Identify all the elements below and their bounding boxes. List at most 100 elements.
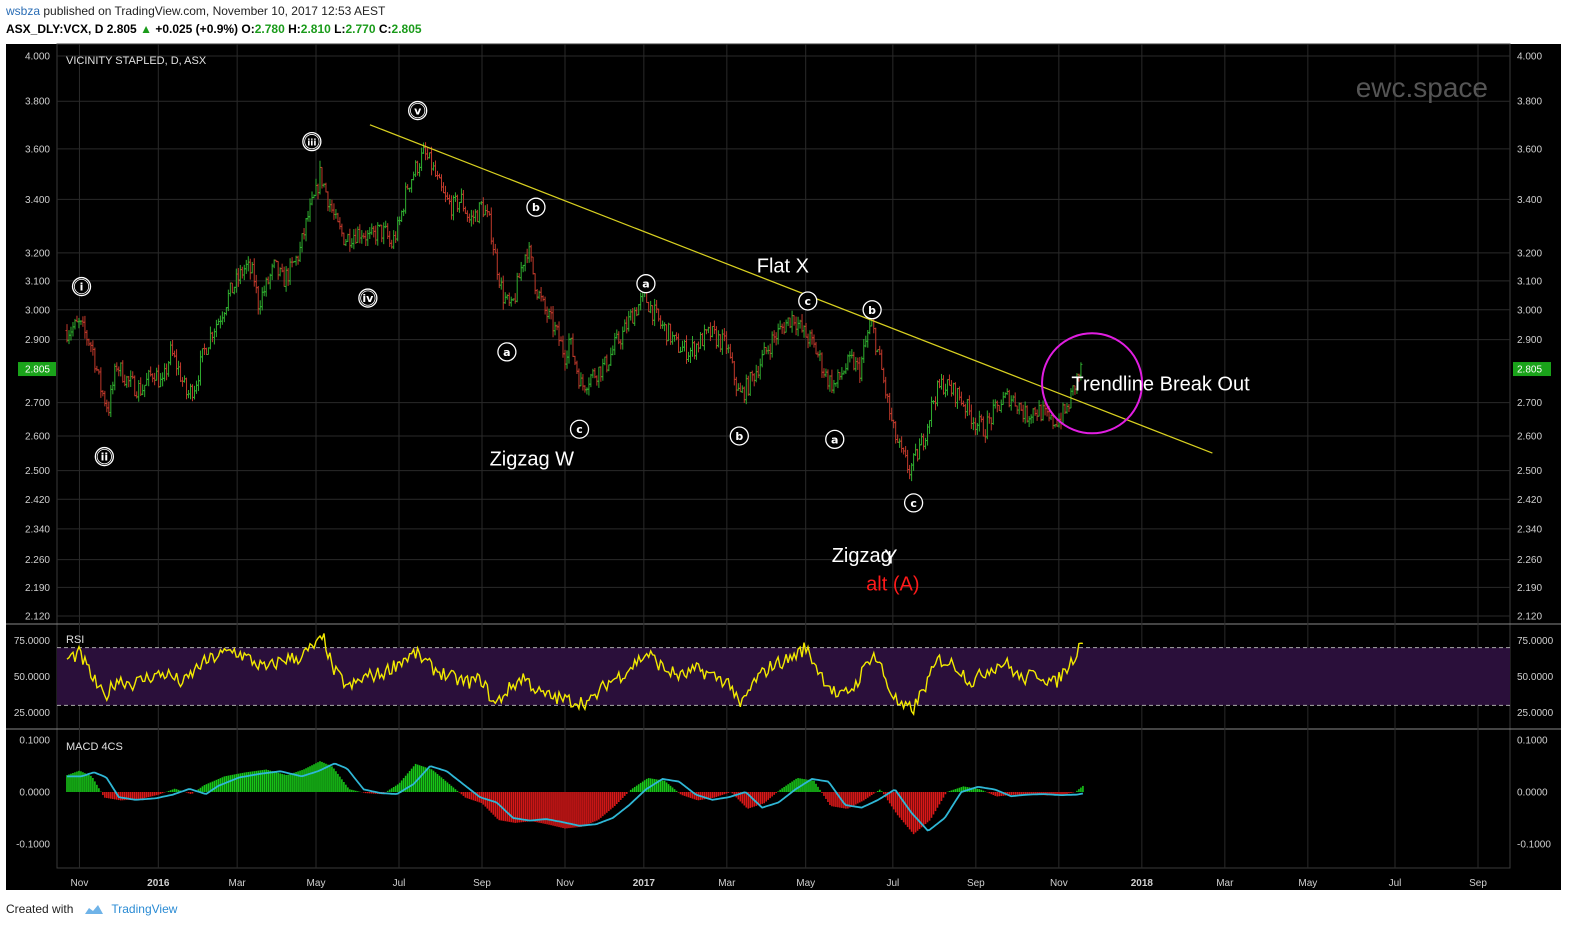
trendline — [369, 124, 1213, 454]
y-tick-label-left: 2.805 — [25, 365, 50, 376]
y-tick-label-left: 4.000 — [25, 52, 50, 63]
annotation-label: alt (A) — [866, 573, 919, 595]
y-tick-label-left: 2.420 — [25, 495, 50, 506]
wave-label-inner-circle — [410, 102, 426, 119]
wave-label: b — [532, 201, 540, 214]
wave-label: c — [805, 295, 812, 308]
macd-tick-label-right: 0.0000 — [1517, 788, 1548, 799]
y-tick-label-right: 2.120 — [1517, 612, 1542, 623]
wave-label: a — [642, 278, 649, 291]
wave-label-circle — [862, 300, 882, 320]
wave-label: c — [576, 423, 583, 436]
y-tick-label-right: 2.900 — [1517, 335, 1542, 346]
x-tick-label: 2018 — [1131, 878, 1154, 889]
wave-label-circle — [94, 446, 114, 467]
annotation-label: Y — [884, 546, 897, 568]
wave-label-circle — [729, 426, 749, 446]
y-tick-label-right: 2.420 — [1517, 495, 1542, 506]
y-tick-label-right: 3.000 — [1517, 305, 1542, 316]
annotation-label: Trendline Break Out — [1071, 373, 1250, 395]
macd-tick-label-left: -0.1000 — [16, 840, 50, 851]
wave-label: c — [910, 497, 917, 510]
change-up-icon: ▲ — [140, 22, 152, 36]
x-tick-label: Nov — [1050, 878, 1068, 889]
rsi-tick-label-left: 50.0000 — [14, 672, 51, 683]
rsi-tick-label-right: 75.0000 — [1517, 636, 1554, 647]
rsi-tick-label-right: 50.0000 — [1517, 672, 1554, 683]
wave-label-circle — [526, 197, 546, 217]
last-price-tag-left — [18, 362, 56, 377]
wave-label: b — [735, 430, 743, 443]
wave-label: a — [503, 346, 510, 359]
y-tick-label-left: 2.900 — [25, 335, 50, 346]
wave-label: i — [80, 281, 84, 294]
watermark: ewc.space — [1356, 72, 1488, 103]
wave-label-circle — [302, 131, 322, 152]
wave-label-inner-circle — [73, 278, 90, 295]
x-tick-label: Mar — [718, 878, 736, 889]
wave-label-inner-circle — [304, 134, 320, 150]
wave-label-inner-circle — [360, 290, 376, 306]
wave-label-circle — [408, 100, 428, 121]
y-tick-label-left: 2.260 — [25, 555, 50, 566]
x-tick-label: Sep — [473, 878, 491, 889]
author-link[interactable]: wsbza — [6, 4, 41, 18]
wave-label-circle — [636, 274, 656, 294]
macd-tick-label-right: -0.1000 — [1517, 840, 1551, 851]
wave-label-circle — [497, 342, 517, 362]
rsi-tick-label-right: 25.0000 — [1517, 708, 1554, 719]
y-tick-label-left: 3.800 — [25, 97, 50, 108]
low-label: L: — [334, 22, 346, 36]
y-tick-label-left: 3.400 — [25, 195, 50, 206]
y-tick-label-right: 3.400 — [1517, 195, 1542, 206]
wave-label: iii — [307, 139, 316, 149]
chart-title: VICINITY STAPLED, D, ASX — [66, 55, 207, 67]
wave-label-circle — [798, 291, 818, 311]
annotation-label: Zigzag W — [490, 448, 575, 470]
symbol-name: ASX_DLY:VCX, D — [6, 22, 104, 36]
publish-text: published on TradingView.com, November 1… — [43, 4, 386, 18]
x-tick-label: Jul — [886, 878, 899, 889]
y-tick-label-right: 2.500 — [1517, 466, 1542, 477]
open-value: 2.780 — [254, 22, 285, 36]
x-tick-label: May — [1298, 878, 1317, 889]
high-value: 2.810 — [300, 22, 331, 36]
x-tick-label: Nov — [71, 878, 89, 889]
y-tick-label-left: 3.000 — [25, 305, 50, 316]
y-tick-label-right: 3.800 — [1517, 97, 1542, 108]
wave-label-circle — [71, 276, 92, 297]
y-tick-label-left: 2.500 — [25, 466, 50, 477]
annotation-label: Zigzag — [832, 545, 892, 567]
tradingview-logo-icon — [85, 905, 104, 914]
rsi-band — [57, 647, 1510, 706]
y-tick-label-right: 2.600 — [1517, 431, 1542, 442]
y-tick-label-right: 2.700 — [1517, 398, 1542, 409]
tradingview-link[interactable]: TradingView — [111, 902, 178, 916]
y-tick-label-right: 3.600 — [1517, 144, 1542, 155]
wave-label: a — [831, 433, 838, 446]
wave-label-circle — [358, 288, 378, 308]
x-tick-label: Mar — [229, 878, 247, 889]
rsi-line — [66, 633, 1083, 716]
chart-area[interactable]: Nov 2016 Mar May Jul Sep Nov 2017 Mar May Jul Sep No… — [0, 0, 1571, 900]
y-tick-label-left: 2.340 — [25, 524, 50, 535]
last-price: 2.805 — [106, 22, 137, 36]
price-change: +0.025 (+0.9%) — [155, 22, 239, 36]
low-value: 2.770 — [345, 22, 376, 36]
breakout-circle — [1041, 332, 1144, 435]
wave-label-circle — [903, 493, 924, 513]
x-tick-label: 2016 — [147, 878, 170, 889]
y-tick-label-left: 3.600 — [25, 144, 50, 155]
wave-label-circle — [569, 419, 590, 439]
wave-label-circle — [825, 429, 845, 450]
y-tick-label-left: 2.700 — [25, 398, 50, 409]
open-label: O: — [241, 22, 255, 36]
wave-label: ii — [101, 451, 109, 464]
wave-label: v — [414, 105, 422, 118]
rsi-tick-label-left: 75.0000 — [14, 636, 51, 647]
y-tick-label-left: 3.200 — [25, 248, 50, 259]
x-tick-label: Sep — [1469, 878, 1487, 889]
macd-tick-label-left: 0.1000 — [19, 736, 50, 747]
macd-title: MACD 4CS — [66, 741, 123, 753]
last-price-tag-right — [1513, 362, 1551, 377]
